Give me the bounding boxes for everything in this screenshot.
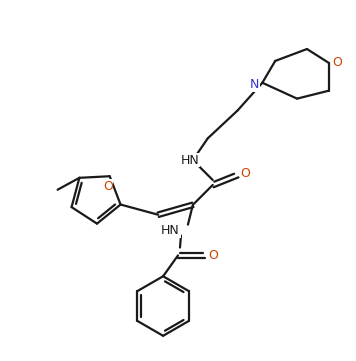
Text: HN: HN bbox=[161, 224, 180, 237]
Text: O: O bbox=[103, 180, 112, 193]
Text: O: O bbox=[332, 56, 342, 69]
Text: O: O bbox=[241, 166, 250, 179]
Text: HN: HN bbox=[180, 154, 199, 167]
Text: O: O bbox=[208, 249, 218, 262]
Text: N: N bbox=[250, 78, 259, 91]
